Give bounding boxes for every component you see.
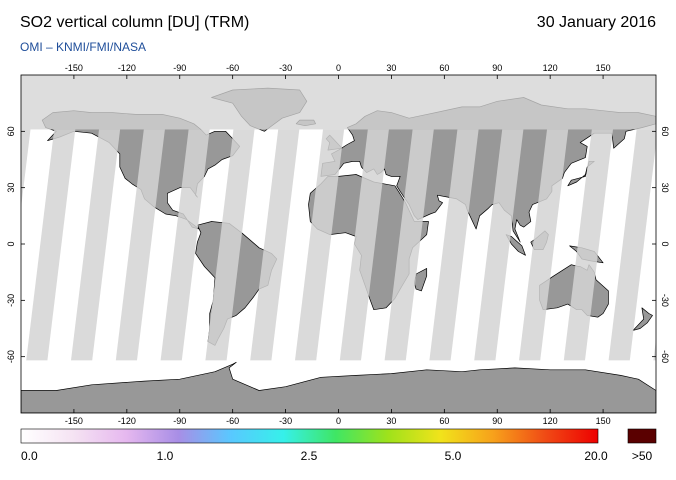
map-date: 30 January 2016 (536, 14, 656, 31)
no-data-swath (295, 129, 345, 361)
lon-label-top: -120 (118, 63, 136, 73)
lon-label-top: 150 (596, 63, 611, 73)
no-data-swath (608, 129, 656, 361)
no-data-swath (519, 129, 569, 361)
lon-label-bottom: 150 (596, 416, 611, 426)
lon-label-bottom: -120 (118, 416, 136, 426)
no-data-swath (21, 129, 31, 208)
lat-label-right: -30 (660, 294, 670, 307)
antarctica (21, 361, 656, 413)
lon-label-bottom: -30 (279, 416, 292, 426)
colorbar-label-0: 0.0 (21, 449, 38, 463)
map-title: SO2 vertical column [DU] (TRM) (20, 14, 250, 31)
no-data-swath (26, 129, 76, 361)
no-data-swath (339, 129, 389, 361)
lat-label-left: -60 (6, 350, 16, 363)
axis-ticks (21, 75, 656, 413)
lat-label-right: -60 (660, 350, 670, 363)
lon-label-top: 30 (386, 63, 396, 73)
lon-label-top: 0 (336, 63, 341, 73)
no-data-swath (160, 129, 210, 361)
sumatra (505, 234, 526, 256)
axis-labels: -150 -150 -120 -120 -90 -90 -60 -60 -30 -30 0 0 30 30… (6, 63, 670, 426)
no-data-swath (71, 129, 121, 361)
lat-label-left: 30 (6, 183, 16, 193)
new-zealand (632, 307, 653, 331)
colorbar-label-4: 20.0 (584, 449, 608, 463)
polar-night-mask (21, 75, 656, 130)
lon-label-bottom: -150 (65, 416, 83, 426)
colorbar-overflow-label: >50 (631, 449, 653, 463)
no-data-swath (653, 338, 656, 361)
lon-label-top: -30 (279, 63, 292, 73)
lon-label-bottom: 0 (336, 416, 341, 426)
no-data-swath (205, 129, 255, 361)
no-data-swath (250, 129, 300, 361)
lat-label-left: -30 (6, 294, 16, 307)
no-data-swath (115, 129, 165, 361)
lat-label-left: 60 (6, 126, 16, 136)
data-source: OMI – KNMI/FMI/NASA (20, 40, 147, 54)
lon-label-bottom: 120 (543, 416, 558, 426)
colorbar-label-2: 2.5 (300, 449, 318, 463)
lon-label-top: 90 (492, 63, 502, 73)
no-data-swath (429, 129, 479, 361)
colorbar (20, 428, 599, 444)
lon-label-top: 60 (439, 63, 449, 73)
lat-label-right: 60 (660, 126, 670, 136)
lon-label-top: -150 (65, 63, 83, 73)
lon-label-top: -60 (226, 63, 239, 73)
no-data-swath (474, 129, 524, 361)
map-area (21, 75, 656, 413)
colorbar-overflow-box (627, 428, 657, 444)
lon-label-top: 120 (543, 63, 558, 73)
lat-label-right: 0 (660, 241, 670, 246)
lat-label-right: 30 (660, 183, 670, 193)
no-data-swath (563, 129, 613, 361)
no-data-swath (384, 129, 434, 361)
colorbar-label-3: 5.0 (444, 449, 462, 463)
lat-label-left: 0 (6, 241, 16, 246)
lon-label-bottom: 90 (492, 416, 502, 426)
lon-label-bottom: 60 (439, 416, 449, 426)
lon-label-top: -90 (173, 63, 186, 73)
no-data-swaths (21, 129, 656, 361)
lon-label-bottom: 30 (386, 416, 396, 426)
lon-label-bottom: -60 (226, 416, 239, 426)
colorbar-label-1: 1.0 (156, 449, 174, 463)
lon-label-bottom: -90 (173, 416, 186, 426)
